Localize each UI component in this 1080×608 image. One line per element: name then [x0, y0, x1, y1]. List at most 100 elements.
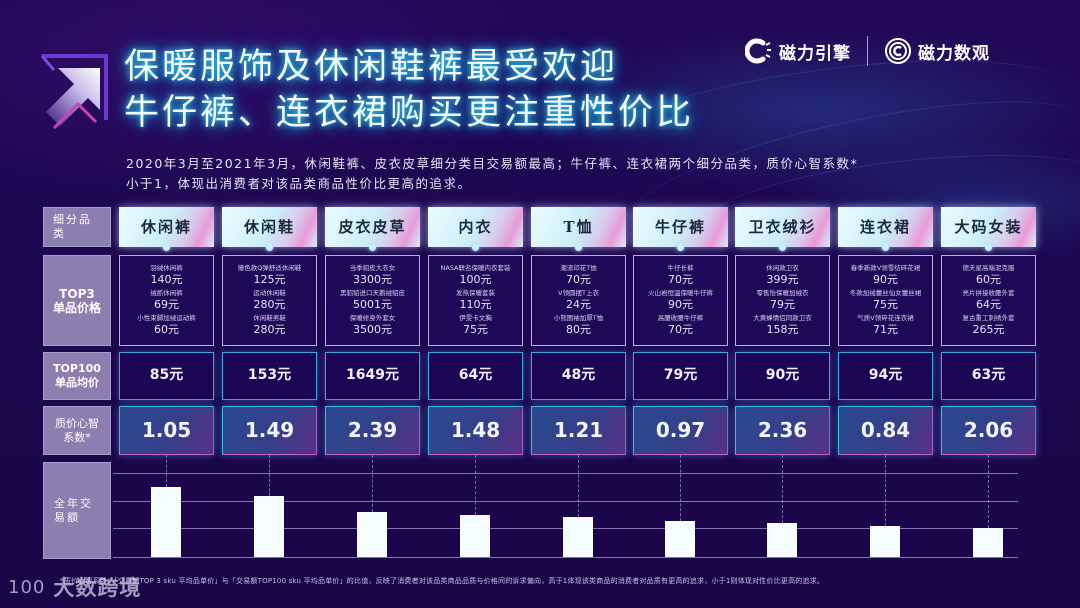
row-label-text: 系数* — [63, 430, 91, 444]
top3-item-name: 高腰收腰牛仔裤 — [657, 314, 704, 322]
top3-item-name: 黑貂貂进口天鹅绒貂皮 — [340, 289, 405, 297]
chart-guide-line — [680, 455, 681, 521]
row-label-text: TOP3 — [59, 286, 95, 301]
top3-cell: 德天星高端泥克服 60元 亮片拼接收腰外套 64元 复古重工刺绣外套 265元 — [941, 255, 1036, 346]
chart-guide-line — [269, 455, 270, 496]
top3-item-name: 火山岩恒温保暖牛仔裤 — [648, 289, 713, 297]
top3-item-price: 75元 — [463, 323, 488, 336]
top3-item: 德天星高端泥克服 60元 — [942, 264, 1035, 286]
top3-cell: 休闲款卫衣 399元 零售怡保暖加绒衣 79元 大黄蜂情侣同款卫衣 158元 — [735, 255, 830, 346]
top3-item-price: 60元 — [976, 273, 1001, 286]
subtitle-line-2: 小于1，体现出消费者对该品类商品性价比更高的追求。 — [126, 176, 472, 191]
top3-item-name: 潮流印花T恤 — [560, 264, 597, 272]
top3-item-price: 69元 — [154, 298, 179, 311]
top3-item-price: 3500元 — [353, 323, 392, 336]
connector-dot — [266, 244, 273, 251]
top3-item-name: 亮片拼接收腰外套 — [962, 289, 1015, 297]
top3-item-name: 伊雯卡文胸 — [459, 314, 492, 322]
top3-item-name: 冬款加绒蕾丝仙女蕾丝裙 — [849, 289, 922, 297]
top3-item: 羽绒休闲裤 140元 — [120, 264, 213, 286]
ratio-cell: 0.84 — [838, 406, 933, 455]
top3-item-price: 64元 — [976, 298, 1001, 311]
category-header: 皮衣皮草 — [325, 207, 420, 247]
row-label-top3: TOP3 单品价格 — [43, 255, 111, 346]
top3-item: 大黄蜂情侣同款卫衣 158元 — [736, 314, 829, 336]
top3-item-name: 小熊图袖加厚T恤 — [553, 314, 604, 322]
top3-item-price: 70元 — [668, 323, 693, 336]
top3-cell: 当季貂皮大衣女 3300元 黑貂貂进口天鹅绒貂皮 5001元 保暖修身外套女 3… — [325, 255, 420, 346]
chart-guide-line — [988, 455, 989, 528]
top3-item-name: 休闲鞋男鞋 — [253, 314, 286, 322]
top3-item-price: 5001元 — [353, 298, 392, 311]
top3-item-price: 80元 — [566, 323, 591, 336]
cili-shuguan-logo-icon — [885, 38, 911, 64]
top3-item: 当季貂皮大衣女 3300元 — [326, 264, 419, 286]
category-header: 休闲裤 — [119, 207, 214, 247]
top3-item: 潮流印花T恤 70元 — [532, 264, 625, 286]
connector-dot — [677, 244, 684, 251]
top3-item: 春季新款V领雪纺碎花裙 90元 — [839, 264, 932, 286]
top100-avg-cell: 85元 — [119, 352, 214, 400]
top3-item: 发热保暖套装 110元 — [429, 289, 522, 311]
connector-dot — [163, 244, 170, 251]
row-label-text: 单品均价 — [55, 376, 99, 389]
top100-avg-cell: 90元 — [735, 352, 830, 400]
category-header: T恤 — [531, 207, 626, 247]
top3-item-price: 100元 — [459, 273, 492, 286]
category-header: 休闲鞋 — [222, 207, 317, 247]
brand1-name: 磁力引擎 — [779, 43, 851, 64]
connector-dot — [882, 244, 889, 251]
top100-avg-cell: 48元 — [531, 352, 626, 400]
top3-cell: 牛仔长裤 70元 火山岩恒温保暖牛仔裤 90元 高腰收腰牛仔裤 70元 — [633, 255, 728, 346]
brand-cili-engine: 磁力引擎 — [745, 37, 851, 65]
top3-item: 小熊图袖加厚T恤 80元 — [532, 314, 625, 336]
top3-item-price: 24元 — [566, 298, 591, 311]
row-label-annual: 全年交易额 — [43, 462, 111, 559]
top3-cell: 撞色款Q弹舒适休闲鞋 125元 运动休闲鞋 280元 休闲鞋男鞋 280元 — [222, 255, 317, 346]
top3-item: 亮片拼接收腰外套 64元 — [942, 289, 1035, 311]
footnote: *质价心智系数：「交易额TOP 3 sku 平均品单价」与「交易额TOP100 … — [60, 577, 825, 585]
top3-item-price: 90元 — [668, 298, 693, 311]
connector-dot — [575, 244, 582, 251]
watermark: 100 大数跨境 — [8, 572, 141, 602]
top3-item: 复古重工刺绣外套 265元 — [942, 314, 1035, 336]
chart-guide-line — [475, 455, 476, 515]
top3-item-price: 75元 — [873, 298, 898, 311]
top3-item-name: V领圆摆T上衣 — [558, 289, 599, 297]
top3-item: NASA联名保暖内衣套装 100元 — [429, 264, 522, 286]
row-label-text: TOP100 — [53, 362, 101, 375]
ratio-cell: 1.48 — [428, 406, 523, 455]
top3-item-name: 休闲款卫衣 — [766, 264, 799, 272]
top3-item-price: 399元 — [766, 273, 799, 286]
top3-item-price: 70元 — [668, 273, 693, 286]
chart-gridline — [113, 473, 1018, 474]
top100-avg-cell: 79元 — [633, 352, 728, 400]
subtitle-line-1: 2020年3月至2021年3月，休闲鞋裤、皮衣皮草细分类目交易额最高；牛仔裤、连… — [126, 156, 859, 171]
chart-bar — [357, 512, 387, 557]
connector-dot — [472, 244, 479, 251]
row-label-text: 细分品类 — [53, 213, 92, 240]
top3-item-name: 复古重工刺绣外套 — [962, 314, 1015, 322]
ratio-cell: 1.05 — [119, 406, 214, 455]
brand-cili-shuguan: 磁力数观 — [884, 37, 990, 65]
top100-avg-cell: 64元 — [428, 352, 523, 400]
chart-bar — [870, 526, 900, 557]
top3-item: 保暖修身外套女 3500元 — [326, 314, 419, 336]
top3-item: 小性束脚加绒运动裤 60元 — [120, 314, 213, 336]
connector-dot — [779, 244, 786, 251]
top3-item: 运动休闲鞋 280元 — [223, 289, 316, 311]
top3-item: V领圆摆T上衣 24元 — [532, 289, 625, 311]
title-line-1: 保暖服饰及休闲鞋裤最受欢迎 — [124, 47, 619, 87]
top3-item-name: NASA联名保暖内衣套装 — [440, 264, 511, 272]
top100-avg-cell: 1649元 — [325, 352, 420, 400]
watermark-logo-icon: 100 — [8, 576, 46, 598]
page-title: 保暖服饰及休闲鞋裤最受欢迎 牛仔裤、连衣裙购买更注重性价比 — [124, 44, 694, 136]
ratio-cell: 0.97 — [633, 406, 728, 455]
top3-item: 休闲款卫衣 399元 — [736, 264, 829, 286]
category-header: 卫衣绒衫 — [735, 207, 830, 247]
brand2-name: 磁力数观 — [918, 43, 990, 64]
row-label-top100: TOP100 单品均价 — [43, 352, 111, 400]
top3-item-name: 羽绒休闲裤 — [150, 264, 183, 272]
top3-item: 黑貂貂进口天鹅绒貂皮 5001元 — [326, 289, 419, 311]
arrow-up-right-icon — [40, 54, 108, 130]
